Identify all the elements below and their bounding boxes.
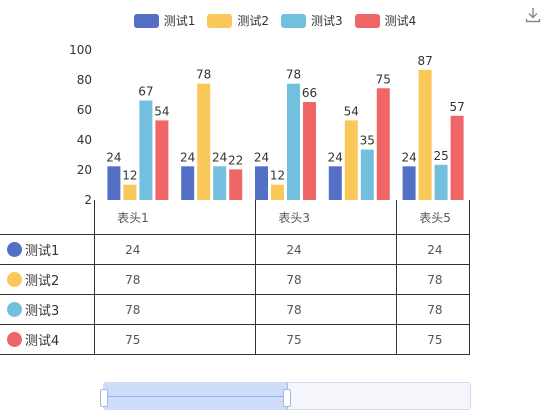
table-cell: 78 <box>396 264 470 295</box>
legend-item-2[interactable]: 测试2 <box>207 12 269 29</box>
series-dot <box>7 242 22 257</box>
bar[interactable] <box>376 88 390 200</box>
table-cell: 78 <box>255 264 397 295</box>
table-row-name: 测试2 <box>0 264 95 295</box>
bar-data-label: 25 <box>433 149 448 163</box>
bar-data-label: 54 <box>154 104 169 118</box>
legend-item-4[interactable]: 测试4 <box>354 12 417 29</box>
table-cell: 75 <box>396 324 470 355</box>
bar-data-label: 66 <box>302 86 317 100</box>
bar[interactable] <box>360 149 374 200</box>
table-row-name: 测试1 <box>0 234 95 265</box>
table-cell: 78 <box>396 294 470 325</box>
data-table: 表头1 表头3 表头5 测试1 24 24 24 测试2 78 78 78 测试… <box>0 200 470 355</box>
table-row: 测试4 75 75 75 <box>0 324 470 355</box>
bar-data-label: 22 <box>228 153 243 167</box>
bar[interactable] <box>155 120 169 200</box>
table-row: 测试1 24 24 24 <box>0 234 470 265</box>
table-cell: 78 <box>255 294 397 325</box>
bar[interactable] <box>229 169 243 200</box>
datazoom-handle-right[interactable] <box>283 389 291 407</box>
legend-item-1[interactable]: 测试1 <box>133 12 196 29</box>
bar[interactable] <box>107 166 121 200</box>
table-corner-cell <box>0 200 95 235</box>
table-header-cell: 表头1 <box>94 200 256 235</box>
legend-label: 测试1 <box>163 14 196 28</box>
bar[interactable] <box>255 166 268 200</box>
table-cell: 78 <box>94 294 256 325</box>
bar[interactable] <box>139 100 153 200</box>
y-tick-label: 100 <box>69 43 92 57</box>
bar-data-label: 67 <box>138 85 153 99</box>
row-label: 测试1 <box>25 244 60 259</box>
table-header-row: 表头1 表头3 表头5 <box>0 200 470 235</box>
bar[interactable] <box>123 184 137 200</box>
bar-data-label: 75 <box>376 72 391 86</box>
legend-swatch <box>133 13 159 28</box>
bar-data-label: 24 <box>401 150 416 164</box>
table-cell: 75 <box>255 324 397 355</box>
table-row: 测试3 78 78 78 <box>0 294 470 325</box>
y-tick-label: 20 <box>77 163 92 177</box>
table-cell: 24 <box>94 234 256 265</box>
datazoom-slider[interactable] <box>100 382 471 410</box>
legend-label: 测试3 <box>311 14 343 28</box>
bar[interactable] <box>328 166 342 200</box>
bar-data-label: 12 <box>270 169 285 183</box>
bar-data-label: 24 <box>328 150 343 164</box>
row-label: 测试2 <box>25 274 60 289</box>
bar[interactable] <box>434 164 448 200</box>
bar[interactable] <box>418 69 432 201</box>
bar-data-label: 24 <box>180 150 195 164</box>
datazoom-handle-left[interactable] <box>100 389 108 407</box>
table-row-name: 测试4 <box>0 324 95 355</box>
bar-data-label: 78 <box>196 68 211 82</box>
legend-swatch <box>207 13 233 28</box>
table-cell: 78 <box>94 264 256 295</box>
y-tick-label: 80 <box>77 73 92 87</box>
series-dot <box>7 302 22 317</box>
bar[interactable] <box>344 120 358 200</box>
bar[interactable] <box>181 166 195 200</box>
y-tick-label: 40 <box>77 133 92 147</box>
legend-label: 测试4 <box>384 14 417 28</box>
legend-item-3[interactable]: 测试3 <box>281 12 343 29</box>
series-dot <box>7 272 22 287</box>
bar[interactable] <box>271 184 284 200</box>
bar[interactable] <box>197 83 211 200</box>
bar-data-label: 78 <box>286 68 301 82</box>
table-header-cell: 表头5 <box>396 200 470 235</box>
bar-data-label: 54 <box>344 104 359 118</box>
bar[interactable] <box>213 166 227 200</box>
bar-data-label: 24 <box>212 150 227 164</box>
chart-legend: 测试1 测试2 测试3 测试4 <box>0 12 550 29</box>
bar-data-label: 24 <box>254 150 269 164</box>
table-cell: 24 <box>255 234 397 265</box>
table-header-cell: 表头3 <box>255 200 397 235</box>
series-dot <box>7 332 22 347</box>
y-tick-label: 60 <box>77 103 92 117</box>
bar[interactable] <box>402 166 416 200</box>
table-cell: 75 <box>94 324 256 355</box>
row-label: 测试4 <box>25 334 60 349</box>
bar[interactable] <box>303 102 316 200</box>
bar-data-label: 57 <box>449 100 464 114</box>
legend-label: 测试2 <box>237 14 269 28</box>
row-label: 测试3 <box>25 304 60 319</box>
datazoom-track-line <box>104 396 287 397</box>
table-row: 测试2 78 78 78 <box>0 264 470 295</box>
table-cell: 24 <box>396 234 470 265</box>
bar[interactable] <box>287 83 300 200</box>
bar-data-label: 12 <box>122 169 137 183</box>
y-tick-label: 2 <box>84 193 92 205</box>
legend-swatch <box>354 13 380 28</box>
bar-data-label: 87 <box>417 54 432 68</box>
download-icon[interactable] <box>524 6 542 24</box>
legend-swatch <box>281 13 306 28</box>
bar[interactable] <box>450 115 464 200</box>
table-row-name: 测试3 <box>0 294 95 325</box>
bar-data-label: 35 <box>360 133 375 147</box>
bar-data-label: 24 <box>106 150 121 164</box>
